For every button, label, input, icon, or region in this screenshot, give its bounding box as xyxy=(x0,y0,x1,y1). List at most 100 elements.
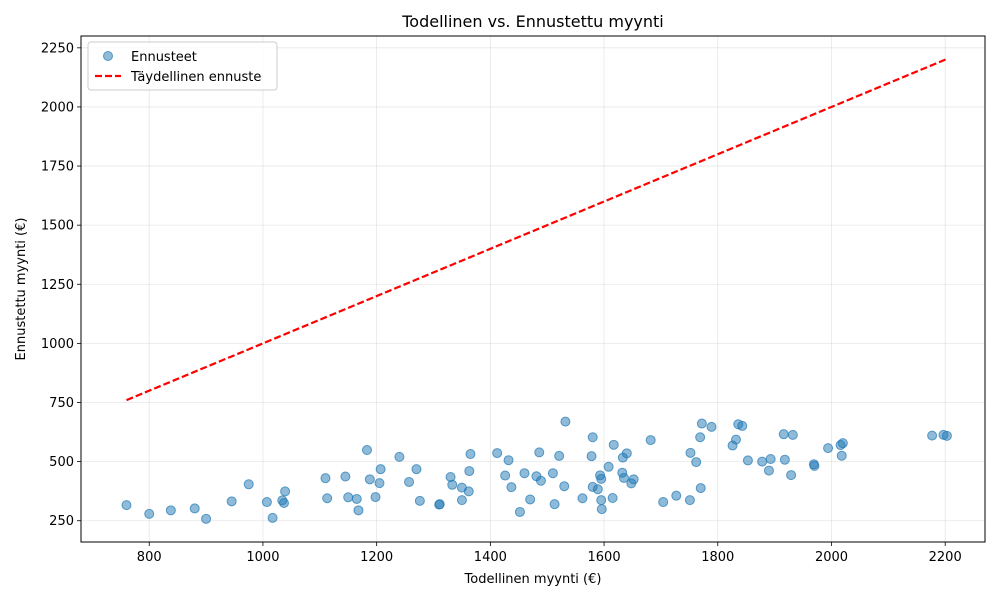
data-point xyxy=(267,512,278,523)
data-point xyxy=(587,432,598,443)
data-point xyxy=(226,496,237,507)
data-point xyxy=(525,494,536,505)
data-point xyxy=(189,503,200,514)
data-point xyxy=(628,474,639,485)
data-point xyxy=(685,447,696,458)
data-point xyxy=(596,473,607,484)
data-point xyxy=(464,466,475,477)
data-point xyxy=(340,471,351,482)
x-axis-ticks: 800 1000 1200 1400 1600 1800 2000 2200 xyxy=(137,542,962,565)
data-point xyxy=(434,499,445,510)
x-tick-label: 1800 xyxy=(701,550,734,565)
data-point xyxy=(404,476,415,487)
data-point xyxy=(201,513,212,524)
data-point xyxy=(608,439,619,450)
y-tick-label: 2250 xyxy=(41,41,74,56)
data-point xyxy=(618,472,629,483)
data-point xyxy=(691,457,702,468)
data-point xyxy=(144,508,155,519)
y-axis-ticks: 250 500 750 1000 1250 1500 1750 2000 2250 xyxy=(41,41,81,529)
y-tick-label: 1250 xyxy=(41,278,74,293)
grid-lines xyxy=(81,36,985,542)
data-point xyxy=(121,500,132,511)
data-point xyxy=(779,454,790,465)
data-point xyxy=(394,451,405,462)
x-tick-label: 2000 xyxy=(815,550,848,565)
data-point xyxy=(535,475,546,486)
data-point xyxy=(165,505,176,516)
data-point xyxy=(765,454,776,465)
data-point xyxy=(596,495,607,506)
legend-box xyxy=(87,41,278,91)
y-tick-label: 1000 xyxy=(41,337,74,352)
x-tick-label: 2200 xyxy=(929,550,962,565)
data-point xyxy=(447,479,458,490)
data-point xyxy=(411,464,422,475)
data-point xyxy=(351,493,362,504)
data-point xyxy=(823,443,834,454)
y-tick-label: 1500 xyxy=(41,219,74,234)
data-point xyxy=(809,460,820,471)
data-point xyxy=(514,506,525,517)
data-point xyxy=(742,455,753,466)
data-point xyxy=(519,468,530,479)
plot-content xyxy=(121,57,952,524)
data-point xyxy=(414,495,425,506)
data-point xyxy=(737,420,748,431)
data-point xyxy=(375,464,386,475)
data-point xyxy=(500,470,511,481)
data-point xyxy=(456,495,467,506)
x-tick-label: 1600 xyxy=(588,550,621,565)
data-point xyxy=(343,492,354,503)
data-point xyxy=(577,493,588,504)
data-point xyxy=(586,451,597,462)
data-point xyxy=(603,461,614,472)
data-point xyxy=(778,429,789,440)
data-point xyxy=(322,493,333,504)
data-point xyxy=(280,486,291,497)
data-point xyxy=(757,456,768,467)
y-tick-label: 250 xyxy=(49,514,74,529)
data-point xyxy=(547,468,558,479)
chart-title: Todellinen vs. Ennustettu myynti xyxy=(401,12,664,31)
data-point xyxy=(534,447,545,458)
data-point xyxy=(730,434,741,445)
data-point xyxy=(506,482,517,493)
data-point xyxy=(492,448,503,459)
data-point xyxy=(364,474,375,485)
legend-label-line: Täydellinen ennuste xyxy=(130,70,261,85)
x-tick-label: 1200 xyxy=(360,550,393,565)
y-tick-label: 1750 xyxy=(41,160,74,175)
data-point xyxy=(278,497,289,508)
data-point xyxy=(465,449,476,460)
data-point xyxy=(243,479,254,490)
data-point xyxy=(463,486,474,497)
data-point xyxy=(592,484,603,495)
data-point xyxy=(671,490,682,501)
legend-marker-points xyxy=(103,51,113,61)
data-point xyxy=(607,493,618,504)
x-tick-label: 1000 xyxy=(246,550,279,565)
data-point xyxy=(763,465,774,476)
y-tick-label: 2000 xyxy=(41,100,74,115)
data-point xyxy=(370,492,381,503)
data-point xyxy=(927,430,938,441)
data-point xyxy=(559,481,570,492)
perfect-prediction-line xyxy=(126,57,948,402)
legend-label-points: Ennusteet xyxy=(131,50,197,65)
data-point xyxy=(596,504,607,515)
data-point xyxy=(696,418,707,429)
data-point xyxy=(621,448,632,459)
data-point xyxy=(695,483,706,494)
x-axis-label: Todellinen myynti (€) xyxy=(464,572,602,587)
y-tick-label: 750 xyxy=(49,396,74,411)
data-point xyxy=(684,495,695,506)
data-point xyxy=(549,499,560,510)
data-point xyxy=(787,429,798,440)
data-point xyxy=(706,421,717,432)
y-axis-label: Ennustettu myynti (€) xyxy=(14,218,29,361)
data-point xyxy=(261,497,272,508)
data-point xyxy=(695,432,706,443)
